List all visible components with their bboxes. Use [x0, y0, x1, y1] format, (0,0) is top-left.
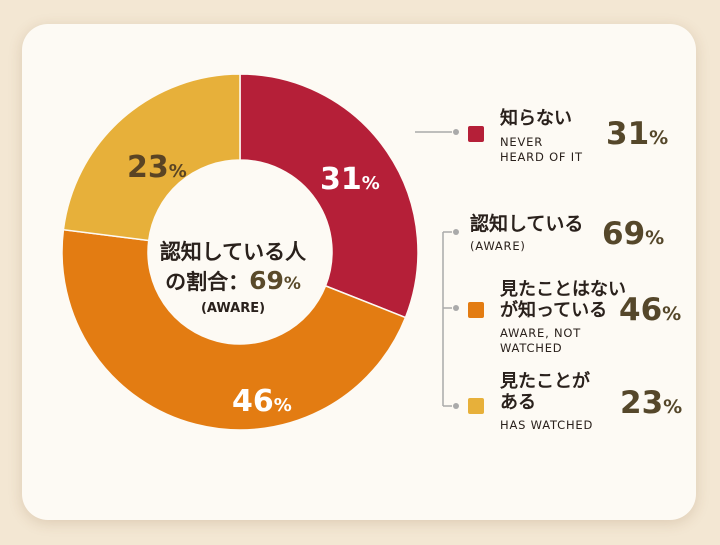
center-pct: % — [283, 274, 301, 294]
legend-item-never: 知らない NEVER HEARD OF IT — [500, 108, 583, 165]
center-prefix: の割合： — [165, 270, 250, 294]
legend-value-watched: 23% — [620, 385, 683, 421]
legend-sub-not-watched-1: AWARE, NOT — [500, 326, 582, 340]
legend-swatch-never — [468, 126, 484, 142]
legend-connectors — [415, 129, 459, 409]
donut-slice-watched — [62, 73, 241, 242]
center-value: 69 — [249, 266, 284, 295]
legend-item-not-watched: 見たことはない が知っている AWARE, NOT WATCHED — [500, 279, 626, 356]
legend-item-watched: 見たことが ある HAS WATCHED — [500, 371, 593, 433]
center-value-line: の割合：69% — [128, 266, 338, 299]
legend-title-watched-2: ある — [500, 392, 536, 413]
legend-sub-not-watched-2: WATCHED — [500, 341, 563, 355]
donut-slice-never-heard — [239, 73, 419, 319]
legend-swatch-watched — [468, 398, 484, 414]
center-sub: (AWARE) — [200, 301, 266, 316]
legend-sub-never-2: HEARD OF IT — [500, 150, 583, 164]
legend-sub-never-1: NEVER — [500, 135, 543, 149]
legend-title-watched-1: 見たことが — [500, 371, 590, 392]
legend-value-not-watched: 46% — [619, 292, 682, 328]
legend-title-not-watched-1: 見たことはない — [500, 279, 626, 300]
slice-label-watched: 23% — [127, 150, 187, 185]
legend-sub-watched: HAS WATCHED — [500, 418, 594, 432]
legend-value-never: 31% — [606, 116, 669, 152]
legend-title-not-watched-2: が知っている — [500, 300, 608, 321]
legend-sub-aware: (AWARE) — [470, 239, 526, 253]
donut-center-label: 認知している人 の割合：69% (AWARE) — [128, 238, 338, 316]
slice-label-not-watched: 46% — [232, 384, 292, 419]
legend-swatch-not-watched — [468, 302, 484, 318]
legend-title-never: 知らない — [500, 108, 572, 129]
donut-slice-not-watched — [61, 228, 407, 431]
legend-value-aware: 69% — [602, 216, 665, 252]
legend-item-aware: 認知している (AWARE) — [470, 214, 583, 254]
slice-label-never-heard: 31% — [320, 162, 380, 197]
center-title: 認知している人 — [159, 240, 307, 264]
legend-title-aware: 認知している — [470, 213, 584, 235]
